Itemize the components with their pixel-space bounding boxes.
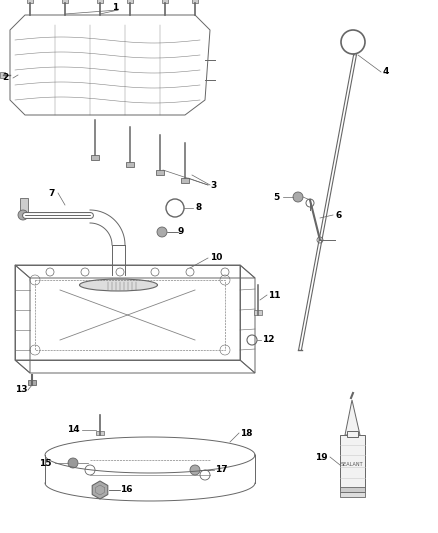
Bar [181,178,189,183]
Text: 14: 14 [67,425,80,434]
Text: 5: 5 [274,192,280,201]
Text: 9: 9 [178,228,184,237]
Text: 7: 7 [49,189,55,198]
Circle shape [18,210,28,220]
Bar [192,0,198,3]
Text: 15: 15 [39,458,52,467]
Circle shape [157,227,167,237]
Bar [156,170,164,175]
Text: 19: 19 [315,453,328,462]
Bar [97,0,103,3]
Polygon shape [345,400,360,435]
Circle shape [68,458,78,468]
Circle shape [190,465,200,475]
Text: 10: 10 [210,254,223,262]
Bar [340,435,365,490]
Bar [91,155,99,160]
Bar [340,492,365,497]
Bar [0,72,5,78]
Text: 1: 1 [112,4,118,12]
Bar [126,162,134,167]
Circle shape [293,192,303,202]
Bar [340,487,365,492]
Text: 12: 12 [262,335,275,344]
Text: 6: 6 [335,211,341,220]
Bar [347,431,358,437]
Polygon shape [92,481,108,499]
Bar [254,310,262,315]
Bar [62,0,68,3]
Text: 3: 3 [210,181,216,190]
Text: 18: 18 [240,429,252,438]
Ellipse shape [80,279,158,291]
Bar [127,0,133,3]
Bar [20,198,28,212]
Text: 11: 11 [268,290,280,300]
Text: 16: 16 [120,486,133,495]
Text: 8: 8 [195,204,201,213]
Bar [96,431,104,435]
Bar [28,380,36,385]
Bar [162,0,168,3]
Text: 2: 2 [2,74,8,83]
Text: 13: 13 [15,385,28,394]
Text: 17: 17 [215,465,228,474]
Text: 4: 4 [383,68,389,77]
Text: SEALANT: SEALANT [341,463,363,467]
Bar [27,0,33,3]
